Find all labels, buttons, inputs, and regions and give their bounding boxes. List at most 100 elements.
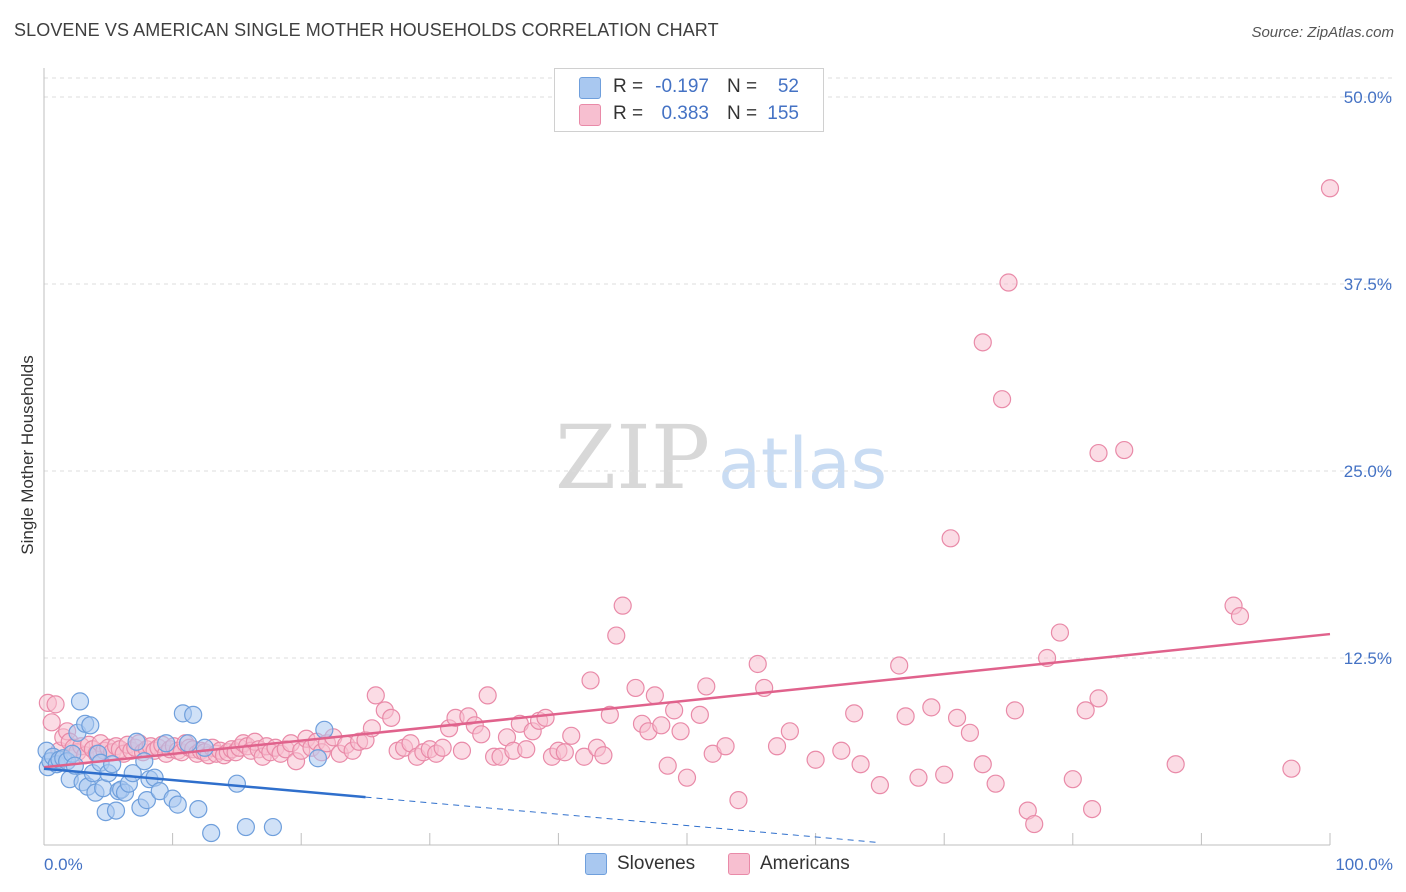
americans-point xyxy=(433,738,452,757)
americans-point xyxy=(1025,814,1044,834)
slovenes-point xyxy=(137,791,156,810)
americans-point xyxy=(575,747,594,766)
americans-point xyxy=(472,725,491,744)
americans-point xyxy=(658,756,677,775)
slovenes-point xyxy=(103,755,122,774)
americans-point xyxy=(748,654,767,674)
americans-point xyxy=(478,686,497,705)
americans-point xyxy=(626,678,645,698)
americans-point xyxy=(960,723,980,742)
americans-point xyxy=(973,333,992,352)
slovenes-point xyxy=(195,738,214,757)
slovenes-trend-extension xyxy=(365,796,880,844)
americans-point xyxy=(780,722,799,741)
americans-point xyxy=(581,671,600,690)
americans-legend-swatch xyxy=(728,853,750,875)
legend-row-slovenes: R = -0.197 N = 52 xyxy=(555,74,823,100)
americans-point xyxy=(729,791,748,810)
americans-point xyxy=(671,722,690,741)
y-tick-label: 25.0% xyxy=(1344,462,1392,481)
americans-point xyxy=(42,713,61,732)
legend-n-value: 155 xyxy=(767,103,799,124)
americans-point xyxy=(690,705,709,724)
americans-point xyxy=(562,726,581,745)
americans-point xyxy=(652,716,671,735)
americans-point xyxy=(366,686,385,705)
americans-point xyxy=(716,737,735,756)
americans-point xyxy=(1005,701,1025,720)
americans-point xyxy=(922,698,941,717)
legend-n-value: 52 xyxy=(777,76,799,97)
americans-point xyxy=(452,741,472,760)
y-tick-label: 12.5% xyxy=(1344,649,1392,668)
americans-swatch xyxy=(579,104,601,126)
americans-point xyxy=(890,656,909,675)
americans-point xyxy=(909,768,928,787)
americans-point xyxy=(1089,689,1108,708)
slovenes-point xyxy=(106,801,126,820)
americans-point xyxy=(1320,179,1340,198)
americans-legend-label: Americans xyxy=(760,853,850,874)
americans-point xyxy=(46,695,65,714)
americans-point xyxy=(665,701,684,720)
americans-point xyxy=(517,740,536,759)
americans-point xyxy=(1076,701,1095,720)
americans-point xyxy=(613,596,632,615)
slovenes-point xyxy=(315,720,334,739)
slovenes-legend-label: Slovenes xyxy=(617,853,696,874)
americans-point xyxy=(1230,607,1250,626)
legend-r-value: 0.383 xyxy=(661,103,709,124)
americans-point xyxy=(1115,440,1134,460)
slovenes-point xyxy=(178,734,198,753)
americans-trend-line xyxy=(43,632,1331,769)
americans-point xyxy=(1082,799,1102,819)
americans-point xyxy=(555,743,574,762)
americans-point xyxy=(382,708,401,727)
americans-point xyxy=(896,707,915,726)
slovenes-point xyxy=(308,749,328,768)
americans-point xyxy=(947,708,967,727)
y-tick-label: 50.0% xyxy=(1344,88,1392,107)
slovenes-swatch xyxy=(579,77,601,99)
americans-point xyxy=(845,704,864,723)
americans-point xyxy=(677,768,697,787)
slovenes-point xyxy=(184,705,203,724)
x-tick-label: 100.0% xyxy=(1335,855,1393,874)
legend-r-label: R = xyxy=(613,76,644,97)
slovenes-point xyxy=(236,817,256,837)
americans-point xyxy=(767,737,787,756)
legend-r-value: -0.197 xyxy=(655,76,709,97)
slovenes-point xyxy=(70,692,90,711)
y-tick-label: 37.5% xyxy=(1344,275,1392,294)
americans-point xyxy=(935,765,954,784)
americans-point xyxy=(1282,759,1301,778)
watermark-atlas: atlas xyxy=(718,423,887,505)
americans-point xyxy=(870,776,890,795)
americans-point xyxy=(600,705,619,724)
americans-point xyxy=(607,626,626,645)
americans-point xyxy=(992,390,1012,409)
chart-title: SLOVENE VS AMERICAN SINGLE MOTHER HOUSEH… xyxy=(14,20,719,40)
correlation-legend: R = -0.197 N = 52 R = 0.383 N = 155 xyxy=(554,68,824,132)
slovenes-point xyxy=(168,795,187,814)
americans-point xyxy=(697,677,716,696)
legend-r-label: R = xyxy=(613,103,644,124)
americans-point xyxy=(536,708,555,727)
x-tick-label: 0.0% xyxy=(44,855,83,874)
slovenes-point xyxy=(81,716,100,735)
source-label: Source: ZipAtlas.com xyxy=(1251,24,1394,41)
legend-row-americans: R = 0.383 N = 155 xyxy=(555,101,823,127)
americans-point xyxy=(806,750,825,769)
americans-point xyxy=(1089,443,1108,463)
americans-point xyxy=(973,755,992,774)
americans-point xyxy=(999,273,1018,292)
slovenes-point xyxy=(263,817,283,837)
series-legend: Slovenes Americans xyxy=(0,852,1406,878)
americans-point xyxy=(1050,623,1070,642)
slovenes-legend-swatch xyxy=(585,853,607,875)
slovenes-point xyxy=(189,799,208,819)
americans-point xyxy=(941,529,960,548)
watermark-zip: ZIP xyxy=(555,406,710,509)
